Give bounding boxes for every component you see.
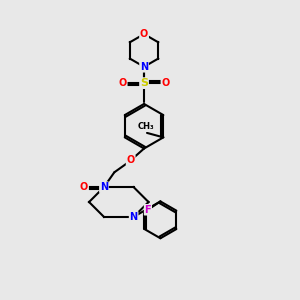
- Text: O: O: [161, 78, 169, 88]
- Text: S: S: [140, 78, 148, 88]
- Text: O: O: [127, 155, 135, 165]
- Text: O: O: [80, 182, 88, 192]
- Text: N: N: [130, 212, 138, 222]
- Text: O: O: [118, 78, 127, 88]
- Text: O: O: [140, 29, 148, 39]
- Text: N: N: [100, 182, 108, 192]
- Text: F: F: [145, 205, 151, 215]
- Text: CH₃: CH₃: [137, 122, 154, 131]
- Text: N: N: [140, 62, 148, 72]
